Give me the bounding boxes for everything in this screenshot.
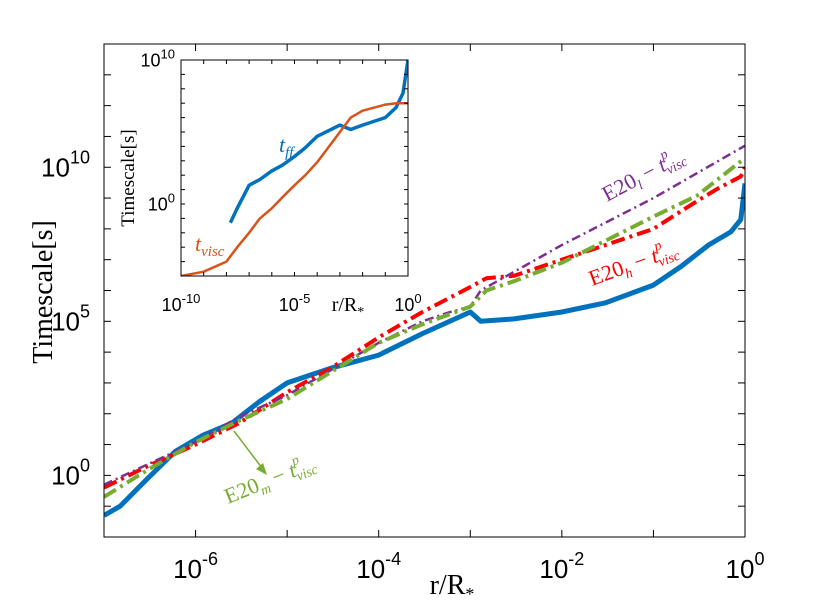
main-series-e20-m-t-p-visc: [104, 156, 745, 499]
main-x-axis-label: r/R*: [430, 570, 475, 602]
main-series-e20-l-t-p-visc: [104, 144, 745, 486]
inset-x-tick-label: 10-10: [162, 291, 201, 315]
annotation-E20m-arrow-line: [233, 430, 263, 469]
inset-plot-area: [181, 60, 408, 276]
main-x-tick-label: 10-6: [173, 549, 218, 584]
inset-x-tick-exp: -5: [299, 291, 311, 306]
inset-x-tick-exp: -10: [182, 291, 201, 306]
inset-series-t-visc: [181, 101, 408, 276]
inset-series-t-ff: [228, 60, 408, 224]
main-y-tick-base: 10: [51, 306, 80, 336]
main-x-tick-label: 10-2: [539, 549, 584, 584]
main-y-tick-label: 105: [51, 301, 90, 336]
main-series-group: [104, 144, 745, 518]
inset-series-clipped: [181, 60, 408, 276]
inset-x-tick-base: 10: [394, 295, 414, 315]
main-x-label-star: *: [465, 584, 474, 602]
inset-y-tick-exp: 10: [161, 46, 175, 61]
inset-y-tick-base: 10: [141, 50, 161, 70]
inset-ticks-group: [180, 59, 409, 277]
main-x-tick-base: 10: [726, 554, 755, 584]
annotation-E20m-arrow-head: [256, 463, 267, 475]
inset-y-tick-label: 1010: [141, 46, 176, 70]
main-x-tick-exp: -6: [202, 549, 218, 569]
main-x-tick-exp: -4: [385, 549, 401, 569]
main-series-clipped: [104, 144, 745, 518]
main-x-tick-base: 10: [356, 554, 385, 584]
inset-y-axis-label: Timescale[s]: [118, 129, 139, 226]
main-x-tick-label: 100: [726, 549, 765, 584]
main-x-tick-label: 10-4: [356, 549, 401, 584]
main-y-axis-label: Timescale[s]: [28, 220, 59, 364]
main-y-tick-exp: 5: [80, 301, 90, 321]
main-x-label-r: r/R: [430, 570, 466, 601]
inset-x-tick-base: 10: [279, 295, 299, 315]
inset-x-label-star: *: [357, 305, 364, 320]
main-x-tick-exp: 0: [754, 549, 764, 569]
main-ticks-group: [103, 43, 746, 538]
main-x-tick-base: 10: [539, 554, 568, 584]
main-x-tick-base: 10: [173, 554, 202, 584]
main-y-tick-base: 10: [51, 460, 80, 490]
main-x-tick-exp: -2: [568, 549, 584, 569]
inset-x-tick-label: 10-5: [279, 291, 311, 315]
main-y-tick-label: 1010: [41, 147, 90, 182]
inset-y-tick-base: 10: [148, 194, 168, 214]
annotation-E20m-text: E20m − tpvisc: [220, 447, 321, 512]
main-series-t-ff: [104, 183, 745, 518]
inset-y-tick-exp: 0: [168, 190, 175, 205]
inset-label-tvisc: tvisc: [195, 231, 225, 260]
inset-x-tick-exp: 0: [414, 291, 421, 306]
inset-x-label-r: r/R: [332, 294, 358, 316]
main-series-e20-h-t-p-visc: [104, 166, 745, 490]
inset-label-tff: tff: [279, 132, 295, 161]
annotation-E20m: E20m − tpvisc: [220, 447, 322, 512]
main-y-tick-base: 10: [41, 152, 70, 182]
main-y-tick-exp: 10: [70, 147, 90, 167]
main-y-tick-exp: 0: [80, 455, 90, 475]
main-y-tick-label: 100: [51, 455, 90, 490]
inset-series-group: [181, 60, 408, 276]
inset-x-tick-base: 10: [162, 295, 182, 315]
inset-x-axis-label: r/R*: [332, 294, 365, 320]
inset-y-tick-label: 100: [148, 190, 175, 214]
inset-x-tick-label: 100: [394, 291, 421, 315]
